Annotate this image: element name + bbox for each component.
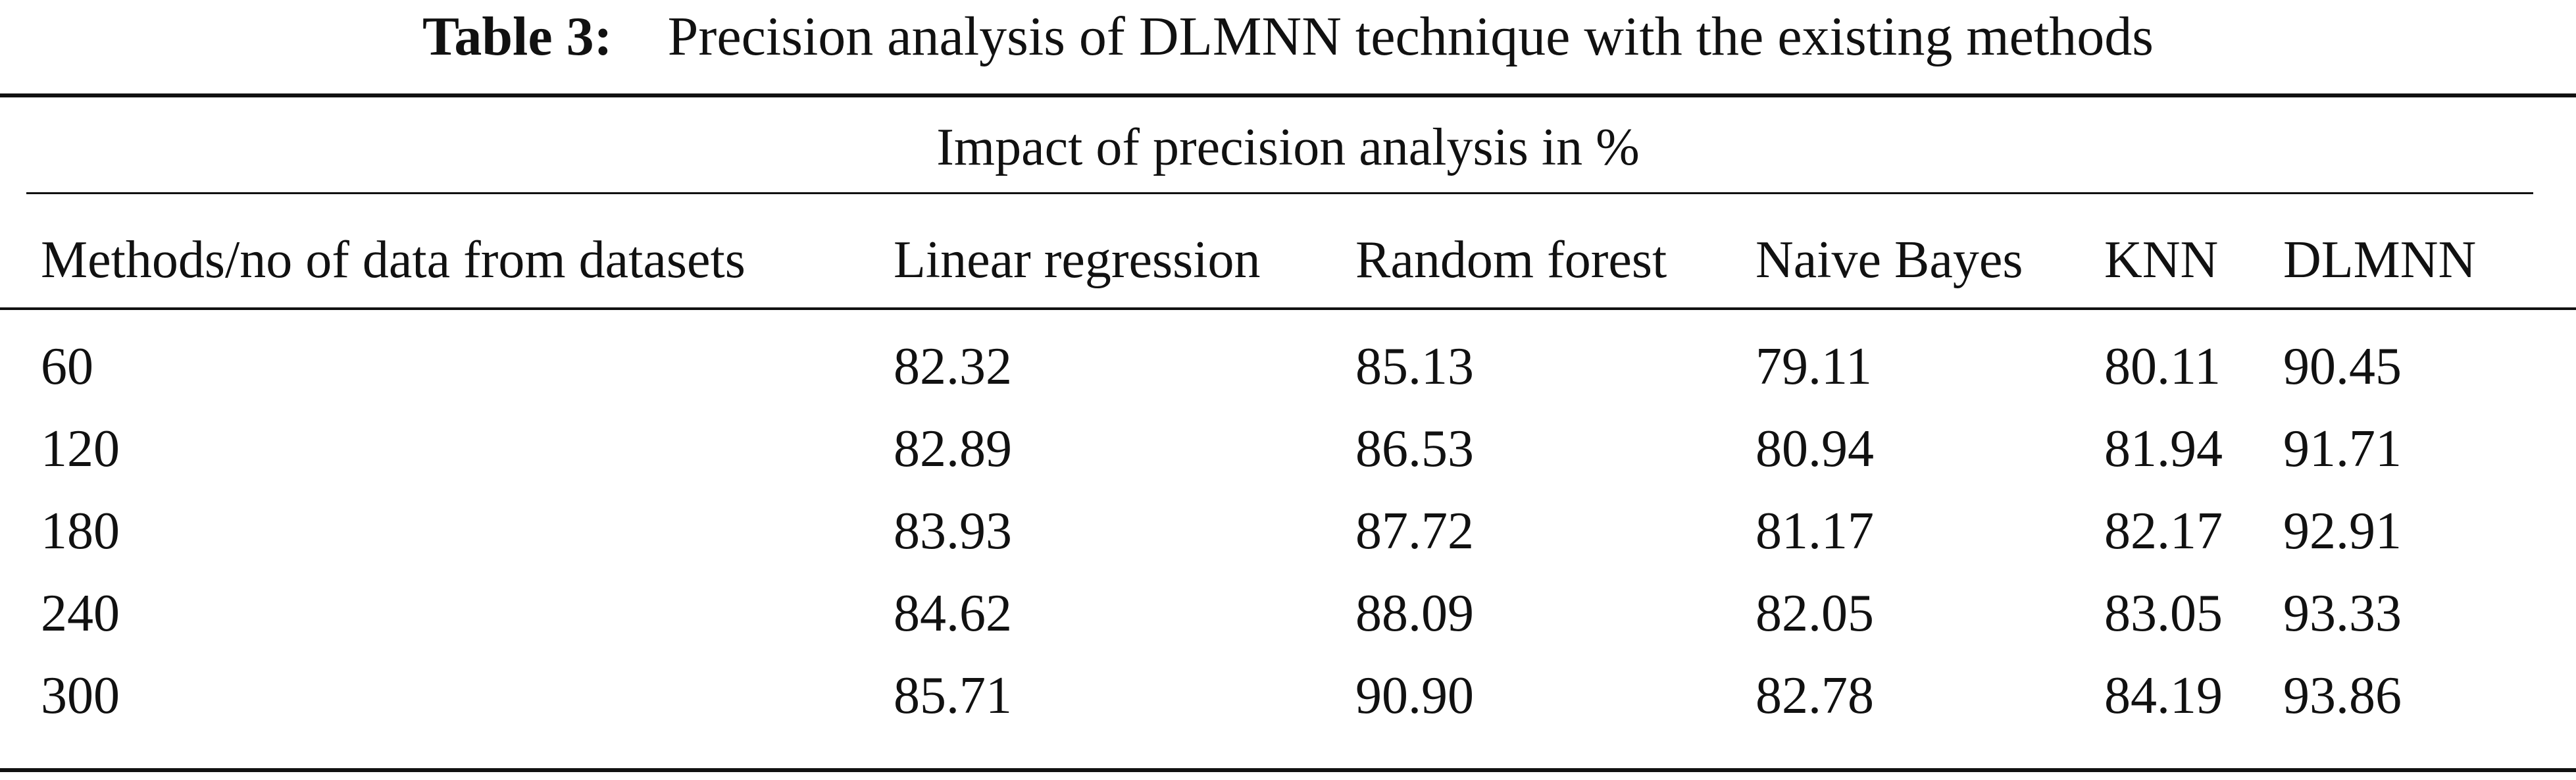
dataset-size-cell: 180 <box>41 502 120 560</box>
knn-cell: 84.19 <box>2104 667 2223 725</box>
top-rule <box>0 93 2576 97</box>
group-header: Impact of precision analysis in % <box>936 118 1640 176</box>
random-forest-cell: 86.53 <box>1355 420 1474 478</box>
linear-regression-header: Linear regression <box>894 231 1261 289</box>
linear-regression-cell: 84.62 <box>894 585 1012 642</box>
naive-bayes-cell: 79.11 <box>1755 338 1873 396</box>
knn-cell: 80.11 <box>2104 338 2221 396</box>
group-header-rule <box>26 192 2533 194</box>
header-rule <box>0 307 2576 310</box>
dlmnn-cell: 93.33 <box>2283 585 2402 642</box>
dlmnn-cell: 91.71 <box>2283 420 2402 478</box>
dataset-size-cell: 240 <box>41 585 120 642</box>
linear-regression-cell: 85.71 <box>894 667 1012 725</box>
linear-regression-cell: 82.89 <box>894 420 1012 478</box>
knn-cell: 81.94 <box>2104 420 2223 478</box>
table-caption-spacer <box>626 6 654 67</box>
naive-bayes-cell: 82.78 <box>1755 667 1874 725</box>
dataset-size-cell: 300 <box>41 667 120 725</box>
naive-bayes-cell: 80.94 <box>1755 420 1874 478</box>
linear-regression-cell: 83.93 <box>894 502 1012 560</box>
methods-column-header: Methods/no of data from datasets <box>41 231 745 289</box>
dlmnn-cell: 93.86 <box>2283 667 2402 725</box>
random-forest-cell: 90.90 <box>1355 667 1474 725</box>
dlmnn-cell: 90.45 <box>2283 338 2402 396</box>
knn-header: KNN <box>2104 231 2219 289</box>
naive-bayes-cell: 81.17 <box>1755 502 1874 560</box>
knn-cell: 83.05 <box>2104 585 2223 642</box>
random-forest-cell: 88.09 <box>1355 585 1474 642</box>
random-forest-cell: 87.72 <box>1355 502 1474 560</box>
dlmnn-header: DLMNN <box>2283 231 2477 289</box>
knn-cell: 82.17 <box>2104 502 2223 560</box>
table-caption: Table 3: Precision analysis of DLMNN tec… <box>0 0 2576 79</box>
table-caption-text: Precision analysis of DLMNN technique wi… <box>667 6 2154 67</box>
naive-bayes-header: Naive Bayes <box>1755 231 2023 289</box>
bottom-rule <box>0 768 2576 772</box>
dlmnn-cell: 92.91 <box>2283 502 2402 560</box>
linear-regression-cell: 82.32 <box>894 338 1012 396</box>
naive-bayes-cell: 82.05 <box>1755 585 1874 642</box>
random-forest-cell: 85.13 <box>1355 338 1474 396</box>
dataset-size-cell: 120 <box>41 420 120 478</box>
table-number: Table 3: <box>422 6 613 67</box>
random-forest-header: Random forest <box>1355 231 1667 289</box>
dataset-size-cell: 60 <box>41 338 93 396</box>
